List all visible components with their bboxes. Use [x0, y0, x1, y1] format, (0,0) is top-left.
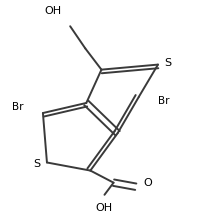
Text: O: O — [144, 178, 153, 188]
Text: S: S — [164, 58, 171, 68]
Text: Br: Br — [12, 102, 24, 112]
Text: Br: Br — [158, 96, 170, 106]
Text: OH: OH — [95, 203, 112, 213]
Text: OH: OH — [44, 6, 61, 16]
Text: S: S — [34, 158, 41, 168]
